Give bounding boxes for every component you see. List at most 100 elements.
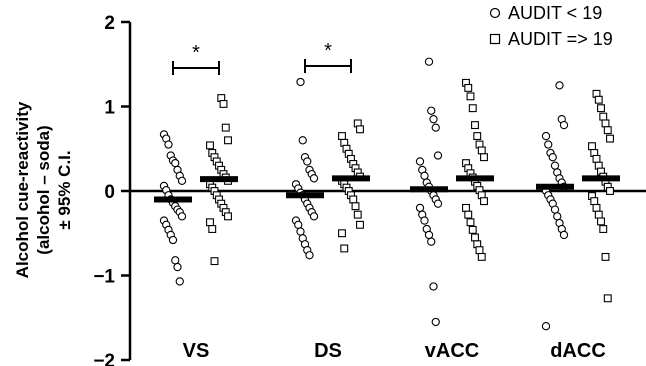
point-circle — [174, 263, 181, 270]
y-tick-label: 1 — [104, 98, 115, 119]
point-square — [467, 219, 474, 226]
point-square — [211, 258, 218, 265]
point-circle — [299, 137, 306, 144]
point-circle — [434, 152, 441, 159]
significance-label: * — [324, 40, 332, 62]
points-layer — [160, 58, 613, 330]
point-square — [600, 226, 607, 233]
point-circle — [297, 228, 304, 235]
point-square — [469, 105, 476, 112]
point-circle — [178, 177, 185, 184]
significance-layer: * * — [173, 40, 351, 75]
point-circle — [551, 206, 558, 213]
point-square — [607, 135, 614, 142]
point-circle — [430, 116, 437, 123]
category-label: dACC — [550, 340, 606, 362]
point-square — [465, 85, 472, 92]
point-square — [593, 205, 600, 212]
point-square — [357, 126, 364, 133]
point-square — [602, 120, 609, 127]
point-circle — [549, 154, 556, 161]
point-square — [209, 226, 216, 233]
point-square — [467, 93, 474, 100]
legend-label: AUDIT < 19 — [508, 3, 602, 23]
legend-marker-circle — [491, 9, 500, 18]
legend: AUDIT < 19 AUDIT => 19 — [491, 3, 613, 49]
point-square — [352, 203, 359, 210]
point-circle — [310, 213, 317, 220]
point-circle — [304, 158, 311, 165]
point-square — [225, 213, 232, 220]
point-circle — [428, 107, 435, 114]
point-square — [472, 234, 479, 241]
category-labels: VS DS vACC dACC — [183, 340, 606, 362]
point-circle — [421, 217, 428, 224]
point-circle — [416, 158, 423, 165]
point-square — [604, 127, 611, 134]
point-circle — [551, 162, 558, 169]
category-label: VS — [183, 340, 210, 362]
y-tick-label: −2 — [93, 351, 115, 366]
point-square — [463, 205, 470, 212]
point-square — [469, 226, 476, 233]
point-square — [341, 245, 348, 252]
category-label: DS — [314, 340, 342, 362]
point-square — [207, 219, 214, 226]
point-square — [222, 124, 229, 131]
point-square — [598, 105, 605, 112]
point-circle — [560, 121, 567, 128]
significance-label: * — [192, 42, 200, 64]
point-circle — [425, 58, 432, 65]
legend-label: AUDIT => 19 — [508, 29, 613, 49]
point-circle — [542, 132, 549, 139]
point-square — [595, 96, 602, 103]
point-circle — [176, 278, 183, 285]
point-square — [220, 101, 227, 108]
point-square — [607, 188, 614, 195]
point-circle — [434, 200, 441, 207]
point-square — [602, 254, 609, 261]
point-square — [225, 137, 232, 144]
point-circle — [165, 141, 172, 148]
point-circle — [169, 236, 176, 243]
point-square — [604, 295, 611, 302]
y-tick-label: 0 — [104, 182, 115, 203]
point-square — [474, 133, 481, 140]
point-circle — [560, 231, 567, 238]
y-axis-label: Alcohol cue-reactivity (alcohol – soda) … — [13, 101, 74, 278]
point-circle — [425, 231, 432, 238]
point-square — [598, 218, 605, 225]
point-square — [207, 142, 214, 149]
point-square — [354, 211, 361, 218]
point-circle — [310, 175, 317, 182]
point-square — [357, 221, 364, 228]
point-circle — [556, 82, 563, 89]
point-square — [465, 211, 472, 218]
point-square — [481, 154, 488, 161]
point-circle — [554, 213, 561, 220]
point-square — [476, 247, 483, 254]
point-square — [339, 230, 346, 237]
point-circle — [432, 318, 439, 325]
point-circle — [416, 204, 423, 211]
point-square — [481, 198, 488, 205]
y-tick-label: −1 — [93, 267, 115, 288]
point-square — [589, 143, 596, 150]
point-circle — [295, 221, 302, 228]
point-square — [350, 196, 357, 203]
point-circle — [306, 252, 313, 259]
point-circle — [172, 257, 179, 264]
y-axis-label-line-3: ± 95% C.I. — [55, 150, 74, 229]
point-circle — [172, 160, 179, 167]
point-circle — [178, 213, 185, 220]
point-square — [600, 113, 607, 120]
y-tick-label: 2 — [104, 13, 115, 34]
point-square — [478, 254, 485, 261]
legend-marker-square — [491, 35, 500, 44]
point-circle — [545, 141, 552, 148]
point-circle — [297, 78, 304, 85]
point-circle — [430, 283, 437, 290]
point-square — [478, 147, 485, 154]
point-square — [593, 155, 600, 162]
